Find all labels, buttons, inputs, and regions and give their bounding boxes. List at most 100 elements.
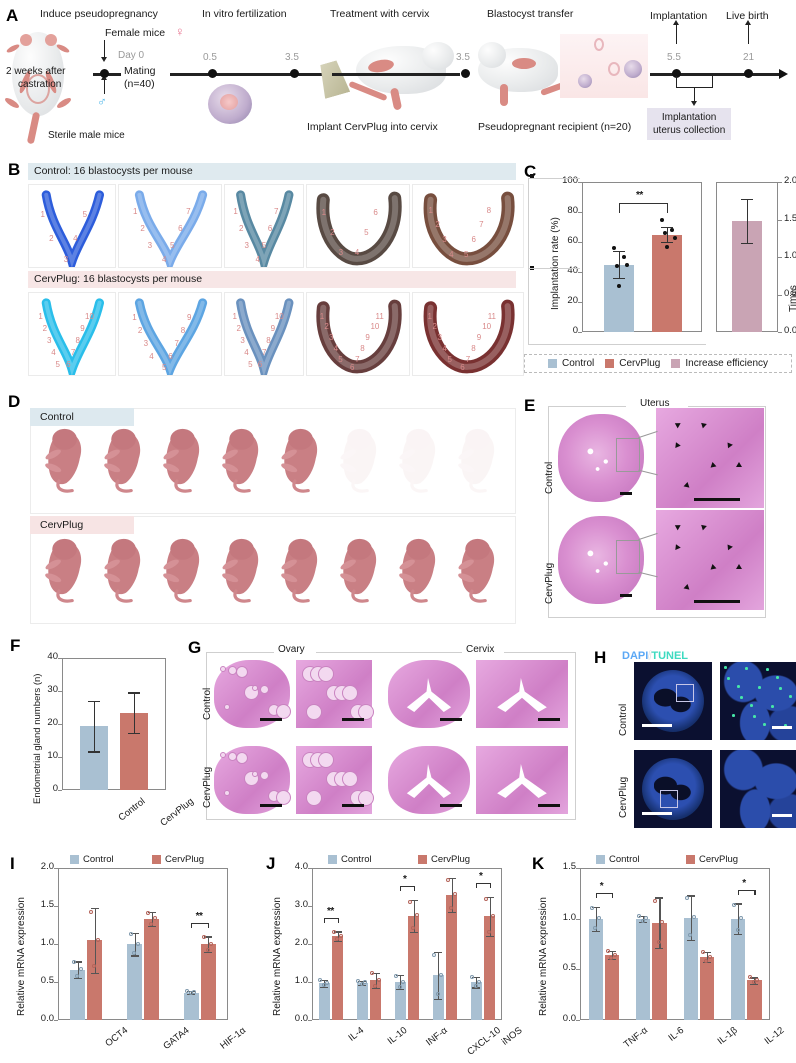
bar-hif1-control xyxy=(183,992,199,1020)
panel-d-pups: D Control CervPlug xyxy=(8,392,520,628)
implantation-site-arrow-icon xyxy=(725,440,733,449)
significance-bar xyxy=(476,882,490,884)
data-point xyxy=(660,217,664,222)
tunel-positive-dot xyxy=(750,704,753,707)
data-point xyxy=(92,963,97,968)
tunel-positive-dot xyxy=(727,677,730,680)
timeline-dot-0-5 xyxy=(208,69,217,78)
arrow-livebirth-stem xyxy=(748,24,750,44)
newborn-pup-illustration xyxy=(97,536,148,604)
legend-swatch-control xyxy=(70,855,79,864)
bar-inf-cervplug xyxy=(408,915,420,1020)
blastocyst-index-label: 4 xyxy=(442,343,447,353)
error-cap-top xyxy=(371,972,380,974)
blastocyst-index-label: 6 xyxy=(350,363,355,372)
error-bar xyxy=(134,932,136,956)
panel-h-letter: H xyxy=(594,648,607,667)
panel-h-title-dapi: DAPI xyxy=(622,650,649,662)
newborn-pup-illustration xyxy=(392,426,443,494)
g-rule-3 xyxy=(504,652,576,653)
timeline-dot-day0 xyxy=(100,69,109,78)
significance-tick-right xyxy=(611,892,614,898)
x-tick-label: INF-α xyxy=(424,1025,450,1049)
y-tick-label-secondary: 1.5 xyxy=(784,212,796,224)
blastocyst-index-label: 2 xyxy=(432,322,437,332)
data-point xyxy=(188,991,193,996)
error-cap-bottom xyxy=(147,925,156,927)
y-tick-label-secondary: 0.5 xyxy=(784,287,796,299)
legend-label-cervplug: CervPlug xyxy=(619,358,661,369)
collection-line2: uterus collection xyxy=(653,125,726,136)
panel-h-row-label-cervplug: CervPlug xyxy=(618,776,629,818)
implantation-site-arrow-icon xyxy=(736,462,742,467)
newborn-pup-illustration xyxy=(274,536,325,604)
x-tick-label: IL-10 xyxy=(385,1025,410,1048)
legend-swatch-cervplug xyxy=(418,855,427,864)
x-tick-label: Control xyxy=(116,796,148,824)
implantation-site-arrow-icon xyxy=(725,542,733,551)
uterus-section-zoom xyxy=(656,510,764,610)
uterine-horn-image xyxy=(316,191,402,266)
error-cap-top xyxy=(90,907,99,909)
tunel-positive-dot xyxy=(745,667,748,670)
panel-g-ovary-cervix-histology: G Ovary Cervix Control CervPlug xyxy=(188,632,592,828)
error-bar xyxy=(489,896,491,937)
arrow-female-stem xyxy=(104,40,106,58)
data-point xyxy=(128,931,133,936)
implantation-site-arrow-icon xyxy=(736,564,742,569)
blastocyst-index-label: 8 xyxy=(486,205,492,215)
significance-mark: * xyxy=(599,880,604,892)
blastocyst-index-label: 6 xyxy=(66,359,71,369)
panel-c-implantation-rate-chart: C Implantation rate (%) Times 0 20 40 60 80 1… xyxy=(520,160,796,382)
y-tick-label: 40 xyxy=(567,265,578,276)
legend-swatch-cervplug xyxy=(605,359,615,368)
data-point xyxy=(205,947,210,952)
bar-il4-control xyxy=(318,983,330,1020)
blastocyst-index-label: 9 xyxy=(476,333,482,343)
panel-e-title-rule-right xyxy=(688,406,766,407)
error-bar xyxy=(659,897,661,949)
legend-swatch-control xyxy=(328,855,337,864)
blastocyst-index-label: 2 xyxy=(236,323,241,333)
x-tick-label: iNOS xyxy=(499,1025,525,1048)
blastocyst-index-label: 8 xyxy=(471,343,476,353)
blastocyst-index-label: 1 xyxy=(40,210,45,219)
panel-g-row-label-control: Control xyxy=(202,687,213,720)
bar-il4-cervplug xyxy=(332,936,344,1020)
panel-d-cervplug-label: CervPlug xyxy=(30,516,134,534)
implantation-site-arrow-icon xyxy=(673,542,681,551)
panel-e-row-label-cervplug: CervPlug xyxy=(544,562,555,604)
panel-b-cervplug-header: CervPlug: 16 blastocysts per mouse xyxy=(28,271,516,288)
cervix-overview-image xyxy=(388,746,470,814)
significance-mark: * xyxy=(479,870,483,882)
panel-h-title: DAPI/TUNEL xyxy=(622,650,688,662)
scale-bar xyxy=(620,594,632,597)
panel-g-title-cervix: Cervix xyxy=(466,644,495,655)
bar-tnf-control xyxy=(588,918,603,1020)
panel-b-connector-mid xyxy=(528,268,580,269)
blastocyst-index-label: 3 xyxy=(338,247,344,257)
panel-b-connector-top xyxy=(528,178,580,179)
blastocyst-index-label: 5 xyxy=(162,363,167,372)
y-tick-mark xyxy=(308,1020,312,1021)
significance-mark: * xyxy=(742,877,746,889)
y-tick-mark-secondary xyxy=(778,182,782,183)
error-bar xyxy=(738,903,740,934)
newborn-pup-illustration xyxy=(333,426,384,494)
error-cap-top xyxy=(73,961,82,963)
follicle-icon xyxy=(306,704,322,720)
blastocyst-index-label: 2 xyxy=(49,233,54,243)
uterine-horn-image xyxy=(41,190,105,267)
panel-b-connector-left xyxy=(528,178,529,344)
significance-bar xyxy=(324,917,338,919)
newborn-pup-illustration xyxy=(274,426,325,494)
mouse3-leg xyxy=(500,84,508,106)
newborn-pup-illustration xyxy=(38,426,89,494)
cervix-lumen-shape xyxy=(406,764,452,798)
blastocyst-index-label: 10 xyxy=(85,312,94,322)
label-mating-n: (n=40) xyxy=(124,78,155,90)
follicle-icon xyxy=(224,704,230,710)
blastocyst-index-label: 1 xyxy=(232,312,237,322)
error-cap-bottom xyxy=(434,998,443,1000)
panel-d-control-label: Control xyxy=(30,408,134,426)
